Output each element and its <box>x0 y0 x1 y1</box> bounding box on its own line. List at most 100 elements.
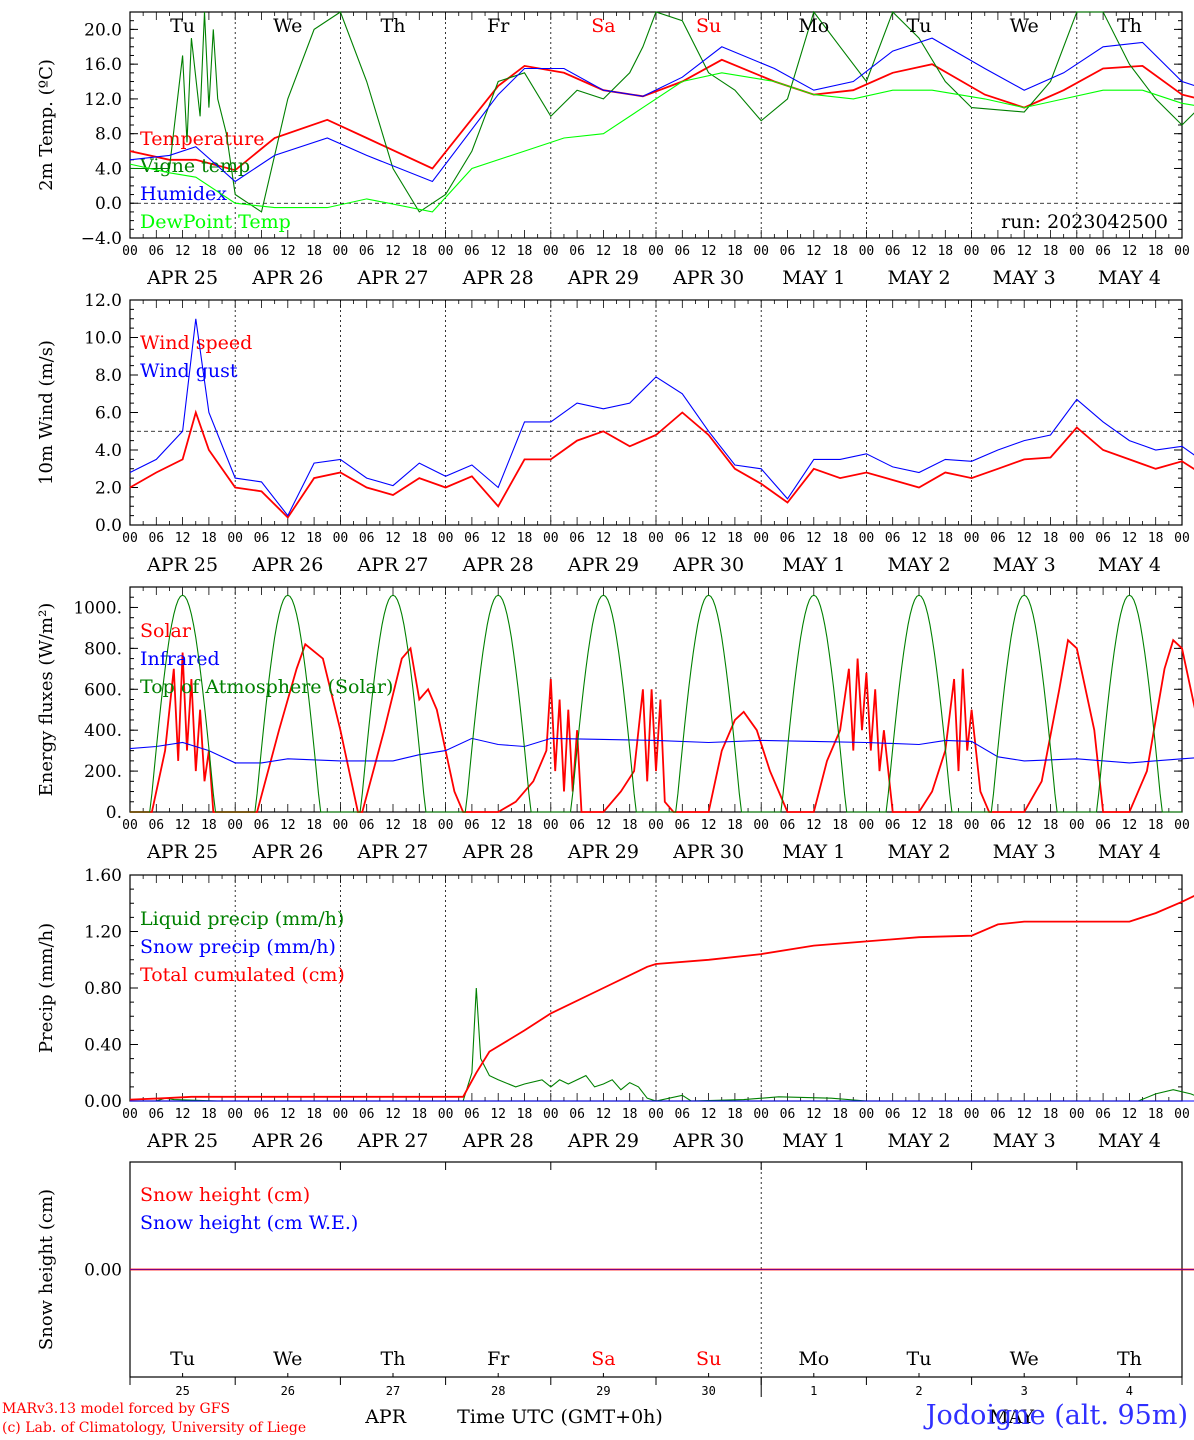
day-number: 4 <box>1126 1384 1133 1398</box>
hour-tick-label: 00 <box>648 818 664 833</box>
legend-entry: Humidex <box>140 183 227 205</box>
date-label: MAY 2 <box>887 554 950 576</box>
hour-tick-label: 00 <box>753 818 769 833</box>
weekday-label-bottom: Th <box>1117 1348 1142 1370</box>
hour-tick-label: 18 <box>517 818 533 833</box>
weekday-label-top: Tu <box>907 15 932 37</box>
hour-tick-label: 18 <box>1148 818 1164 833</box>
date-label: APR 25 <box>146 554 218 576</box>
hour-tick-label: 06 <box>780 244 796 259</box>
y-tick-label: 0.0 <box>95 194 122 214</box>
y-tick-label: 1.60 <box>84 866 122 886</box>
weekday-label-bottom: We <box>273 1348 302 1370</box>
date-label: APR 27 <box>356 1130 428 1152</box>
hour-tick-label: 06 <box>885 1107 901 1122</box>
legend-entry: Solar <box>140 620 192 642</box>
hour-tick-label: 06 <box>674 244 690 259</box>
hour-tick-label: 18 <box>201 1107 217 1122</box>
day-number: 2 <box>915 1384 922 1398</box>
hour-tick-label: 18 <box>727 1107 743 1122</box>
y-tick-label: 10.0 <box>84 329 122 349</box>
hour-tick-label: 06 <box>148 1107 164 1122</box>
date-label: APR 29 <box>567 1130 639 1152</box>
station-name: Jodoigne (alt. 95m) <box>925 1400 1188 1431</box>
hour-tick-label: 18 <box>937 1107 953 1122</box>
y-tick-label: 1.20 <box>84 923 122 943</box>
date-label: APR 28 <box>462 1130 534 1152</box>
hour-tick-label: 00 <box>753 531 769 546</box>
date-label: APR 25 <box>146 841 218 863</box>
day-number: 26 <box>281 1384 295 1398</box>
y-tick-label: 800. <box>84 639 122 659</box>
hour-tick-label: 12 <box>701 244 717 259</box>
hour-tick-label: 06 <box>359 1107 375 1122</box>
hour-tick-label: 00 <box>543 531 559 546</box>
day-number: 25 <box>175 1384 189 1398</box>
series-line-solar <box>130 638 1194 813</box>
hour-tick-label: 00 <box>964 531 980 546</box>
day-number: 29 <box>596 1384 610 1398</box>
run-label: run: 2023042500 <box>1001 211 1168 233</box>
date-label: MAY 1 <box>782 267 845 289</box>
legend-entry: Snow height (cm W.E.) <box>140 1212 358 1234</box>
hour-tick-label: 06 <box>990 244 1006 259</box>
hour-tick-label: 06 <box>990 1107 1006 1122</box>
date-label: MAY 3 <box>993 1130 1056 1152</box>
hour-tick-label: 12 <box>1016 818 1032 833</box>
date-label: APR 27 <box>356 841 428 863</box>
hour-tick-label: 00 <box>438 1107 454 1122</box>
hour-tick-label: 18 <box>306 1107 322 1122</box>
month-label-apr: APR <box>364 1406 407 1428</box>
hour-tick-label: 00 <box>648 531 664 546</box>
hour-tick-label: 06 <box>885 531 901 546</box>
hour-tick-label: 18 <box>622 1107 638 1122</box>
series-line-liquid-precip-mm-h- <box>130 987 1194 1102</box>
legend-entry: Top of Atmosphere (Solar) <box>140 676 393 698</box>
y-tick-label: 16.0 <box>84 55 122 75</box>
hour-tick-label: 18 <box>1043 244 1059 259</box>
hour-tick-label: 06 <box>254 818 270 833</box>
hour-tick-label: 12 <box>911 244 927 259</box>
hour-tick-label: 12 <box>490 531 506 546</box>
hour-tick-label: 00 <box>438 244 454 259</box>
weekday-label-top: Th <box>381 15 406 37</box>
date-label: APR 30 <box>672 1130 744 1152</box>
y-tick-label: 1000. <box>73 598 122 618</box>
legend-entry: Temperature <box>140 128 264 150</box>
hour-tick-label: 18 <box>937 244 953 259</box>
date-label: APR 25 <box>146 1130 218 1152</box>
hour-tick-label: 06 <box>1095 818 1111 833</box>
hour-tick-label: 00 <box>438 531 454 546</box>
hour-tick-label: 12 <box>385 1107 401 1122</box>
date-label: MAY 4 <box>1098 554 1161 576</box>
lab-credit: (c) Lab. of Climatology, University of L… <box>2 1420 307 1436</box>
y-tick-label: 0.40 <box>84 1036 122 1056</box>
hour-tick-label: 06 <box>780 531 796 546</box>
hour-tick-label: 18 <box>1043 818 1059 833</box>
hour-tick-label: 00 <box>1174 531 1190 546</box>
hour-tick-label: 18 <box>306 531 322 546</box>
hour-tick-label: 18 <box>1043 531 1059 546</box>
hour-tick-label: 12 <box>175 244 191 259</box>
hour-tick-label: 12 <box>175 1107 191 1122</box>
date-label: APR 30 <box>672 267 744 289</box>
date-label: APR 29 <box>567 554 639 576</box>
hour-tick-label: 00 <box>333 818 349 833</box>
hour-tick-label: 18 <box>832 818 848 833</box>
hour-tick-label: 06 <box>1095 1107 1111 1122</box>
hour-tick-label: 00 <box>859 818 875 833</box>
weekday-label-bottom: Fr <box>487 1348 510 1370</box>
y-axis-label: 10m Wind (m/s) <box>36 340 57 485</box>
y-tick-label: 8.0 <box>95 366 122 386</box>
hour-tick-label: 18 <box>1148 1107 1164 1122</box>
date-label: MAY 1 <box>782 841 845 863</box>
hour-tick-label: 00 <box>964 1107 980 1122</box>
hour-tick-label: 12 <box>175 818 191 833</box>
hour-tick-label: 12 <box>911 818 927 833</box>
legend-entry: Total cumulated (cm) <box>140 964 345 986</box>
hour-tick-label: 12 <box>1122 818 1138 833</box>
hour-tick-label: 12 <box>1016 1107 1032 1122</box>
hour-tick-label: 12 <box>596 244 612 259</box>
model-credit: MARv3.13 model forced by GFS <box>2 1401 231 1417</box>
hour-tick-label: 06 <box>359 818 375 833</box>
